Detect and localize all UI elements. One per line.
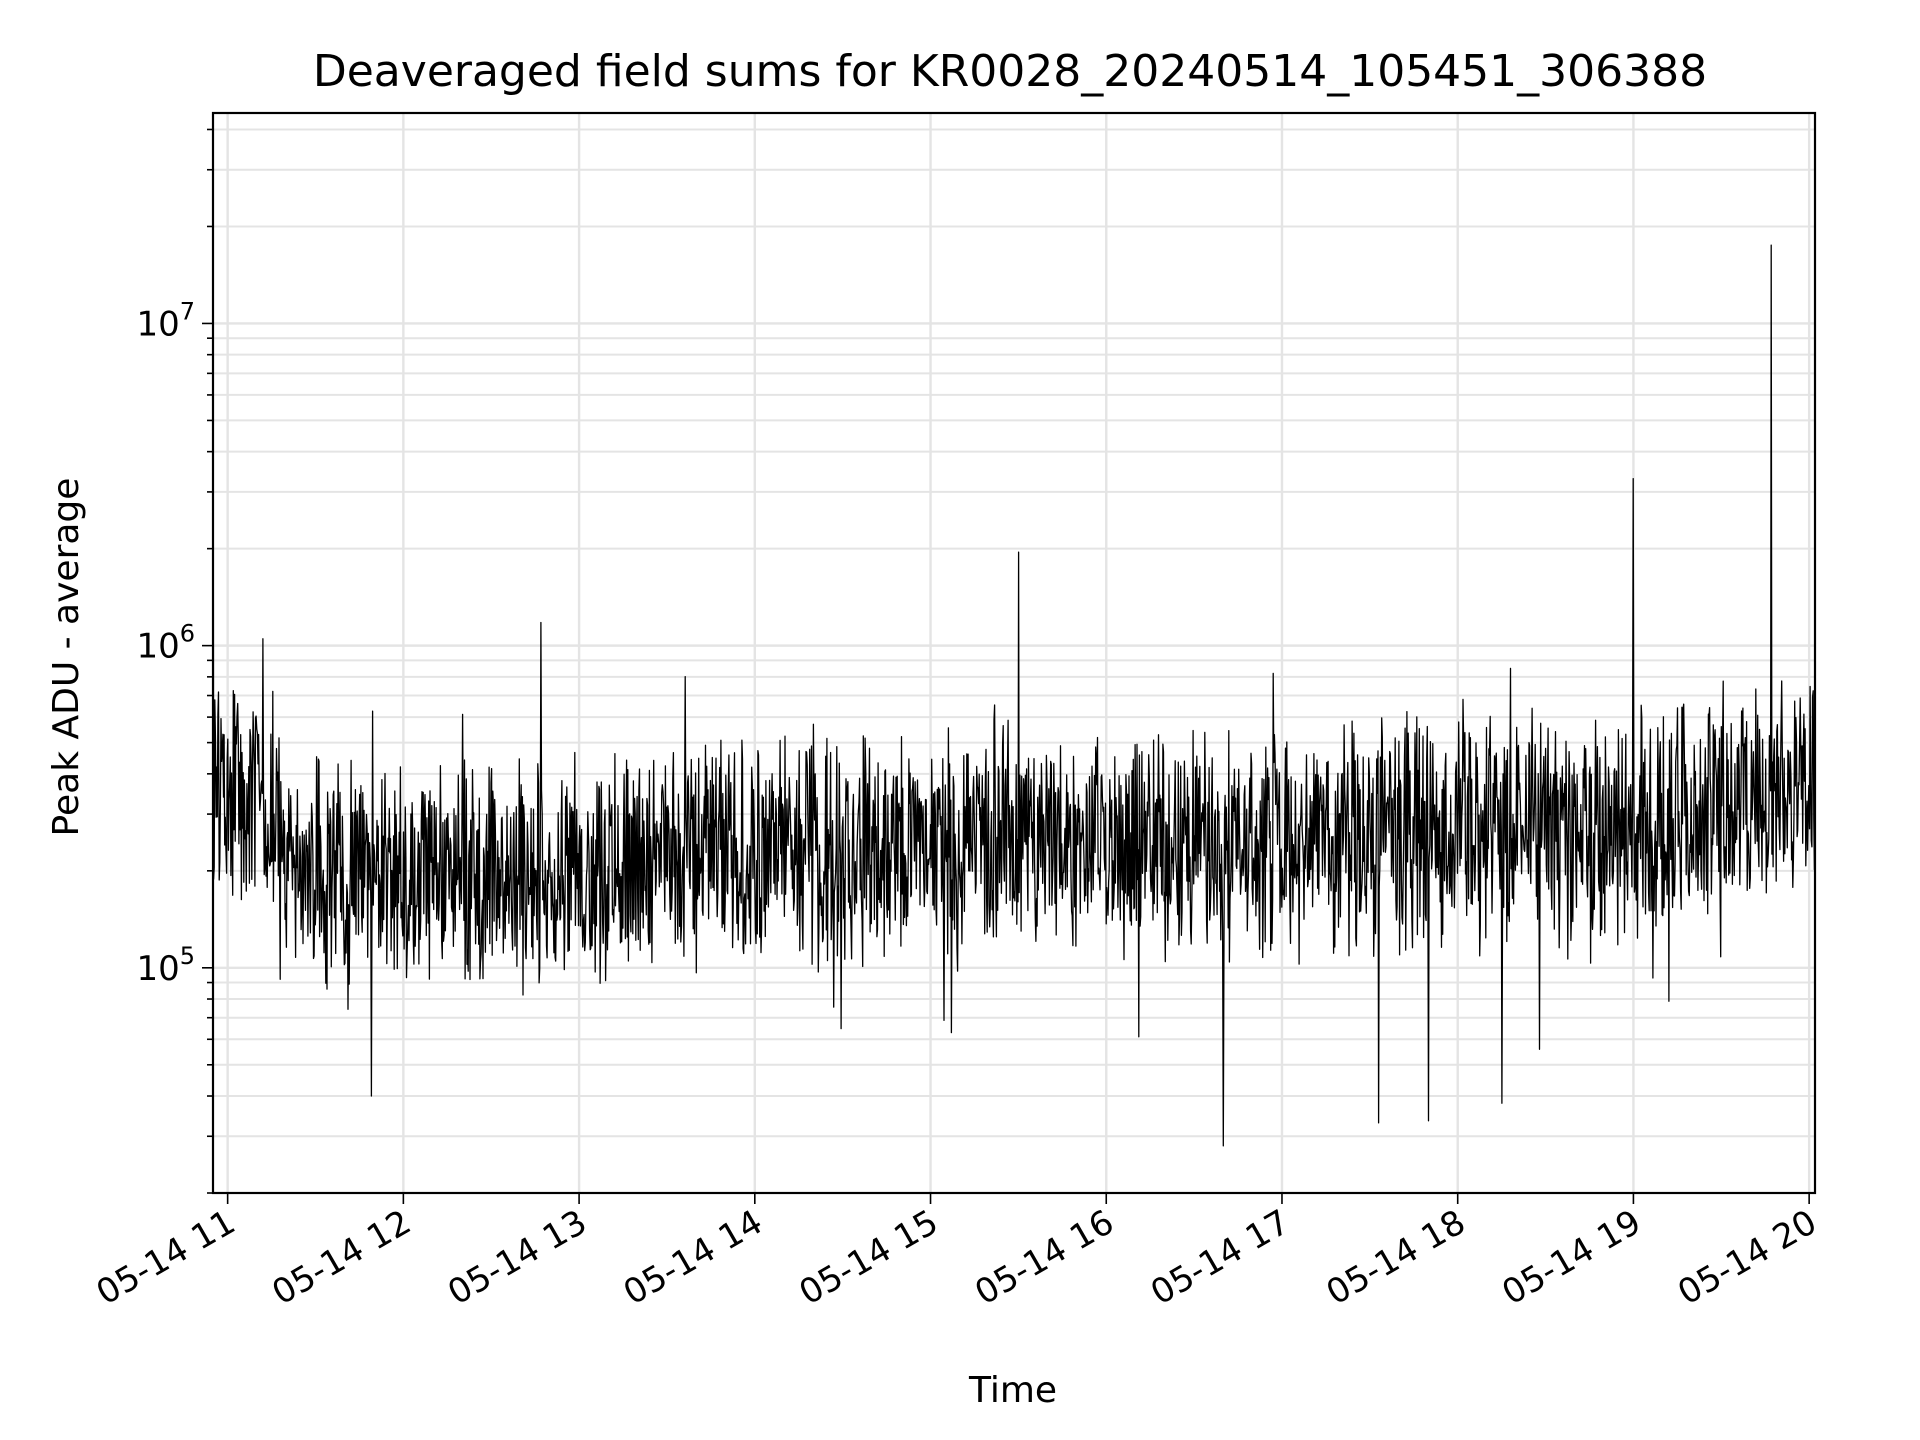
plot-frame — [211, 111, 1817, 1195]
y-tick-label: 106 — [136, 620, 195, 667]
series-line — [212, 165, 1816, 1147]
y-tick-base: 10 — [136, 627, 179, 667]
x-axis-label: Time — [968, 1370, 1057, 1411]
y-axis-label: Peak ADU - average — [46, 478, 87, 837]
y-tick-exponent: 7 — [180, 297, 195, 325]
y-tick-exponent: 5 — [180, 942, 195, 970]
y-tick-label: 107 — [136, 297, 195, 344]
y-tick-base: 10 — [136, 304, 179, 344]
y-tick-base: 10 — [136, 949, 179, 989]
y-tick-exponent: 6 — [180, 620, 195, 648]
y-tick-label: 105 — [136, 942, 195, 989]
series-layer — [212, 165, 1816, 1147]
chart-title: Deaveraged field sums for KR0028_2024051… — [313, 46, 1707, 97]
